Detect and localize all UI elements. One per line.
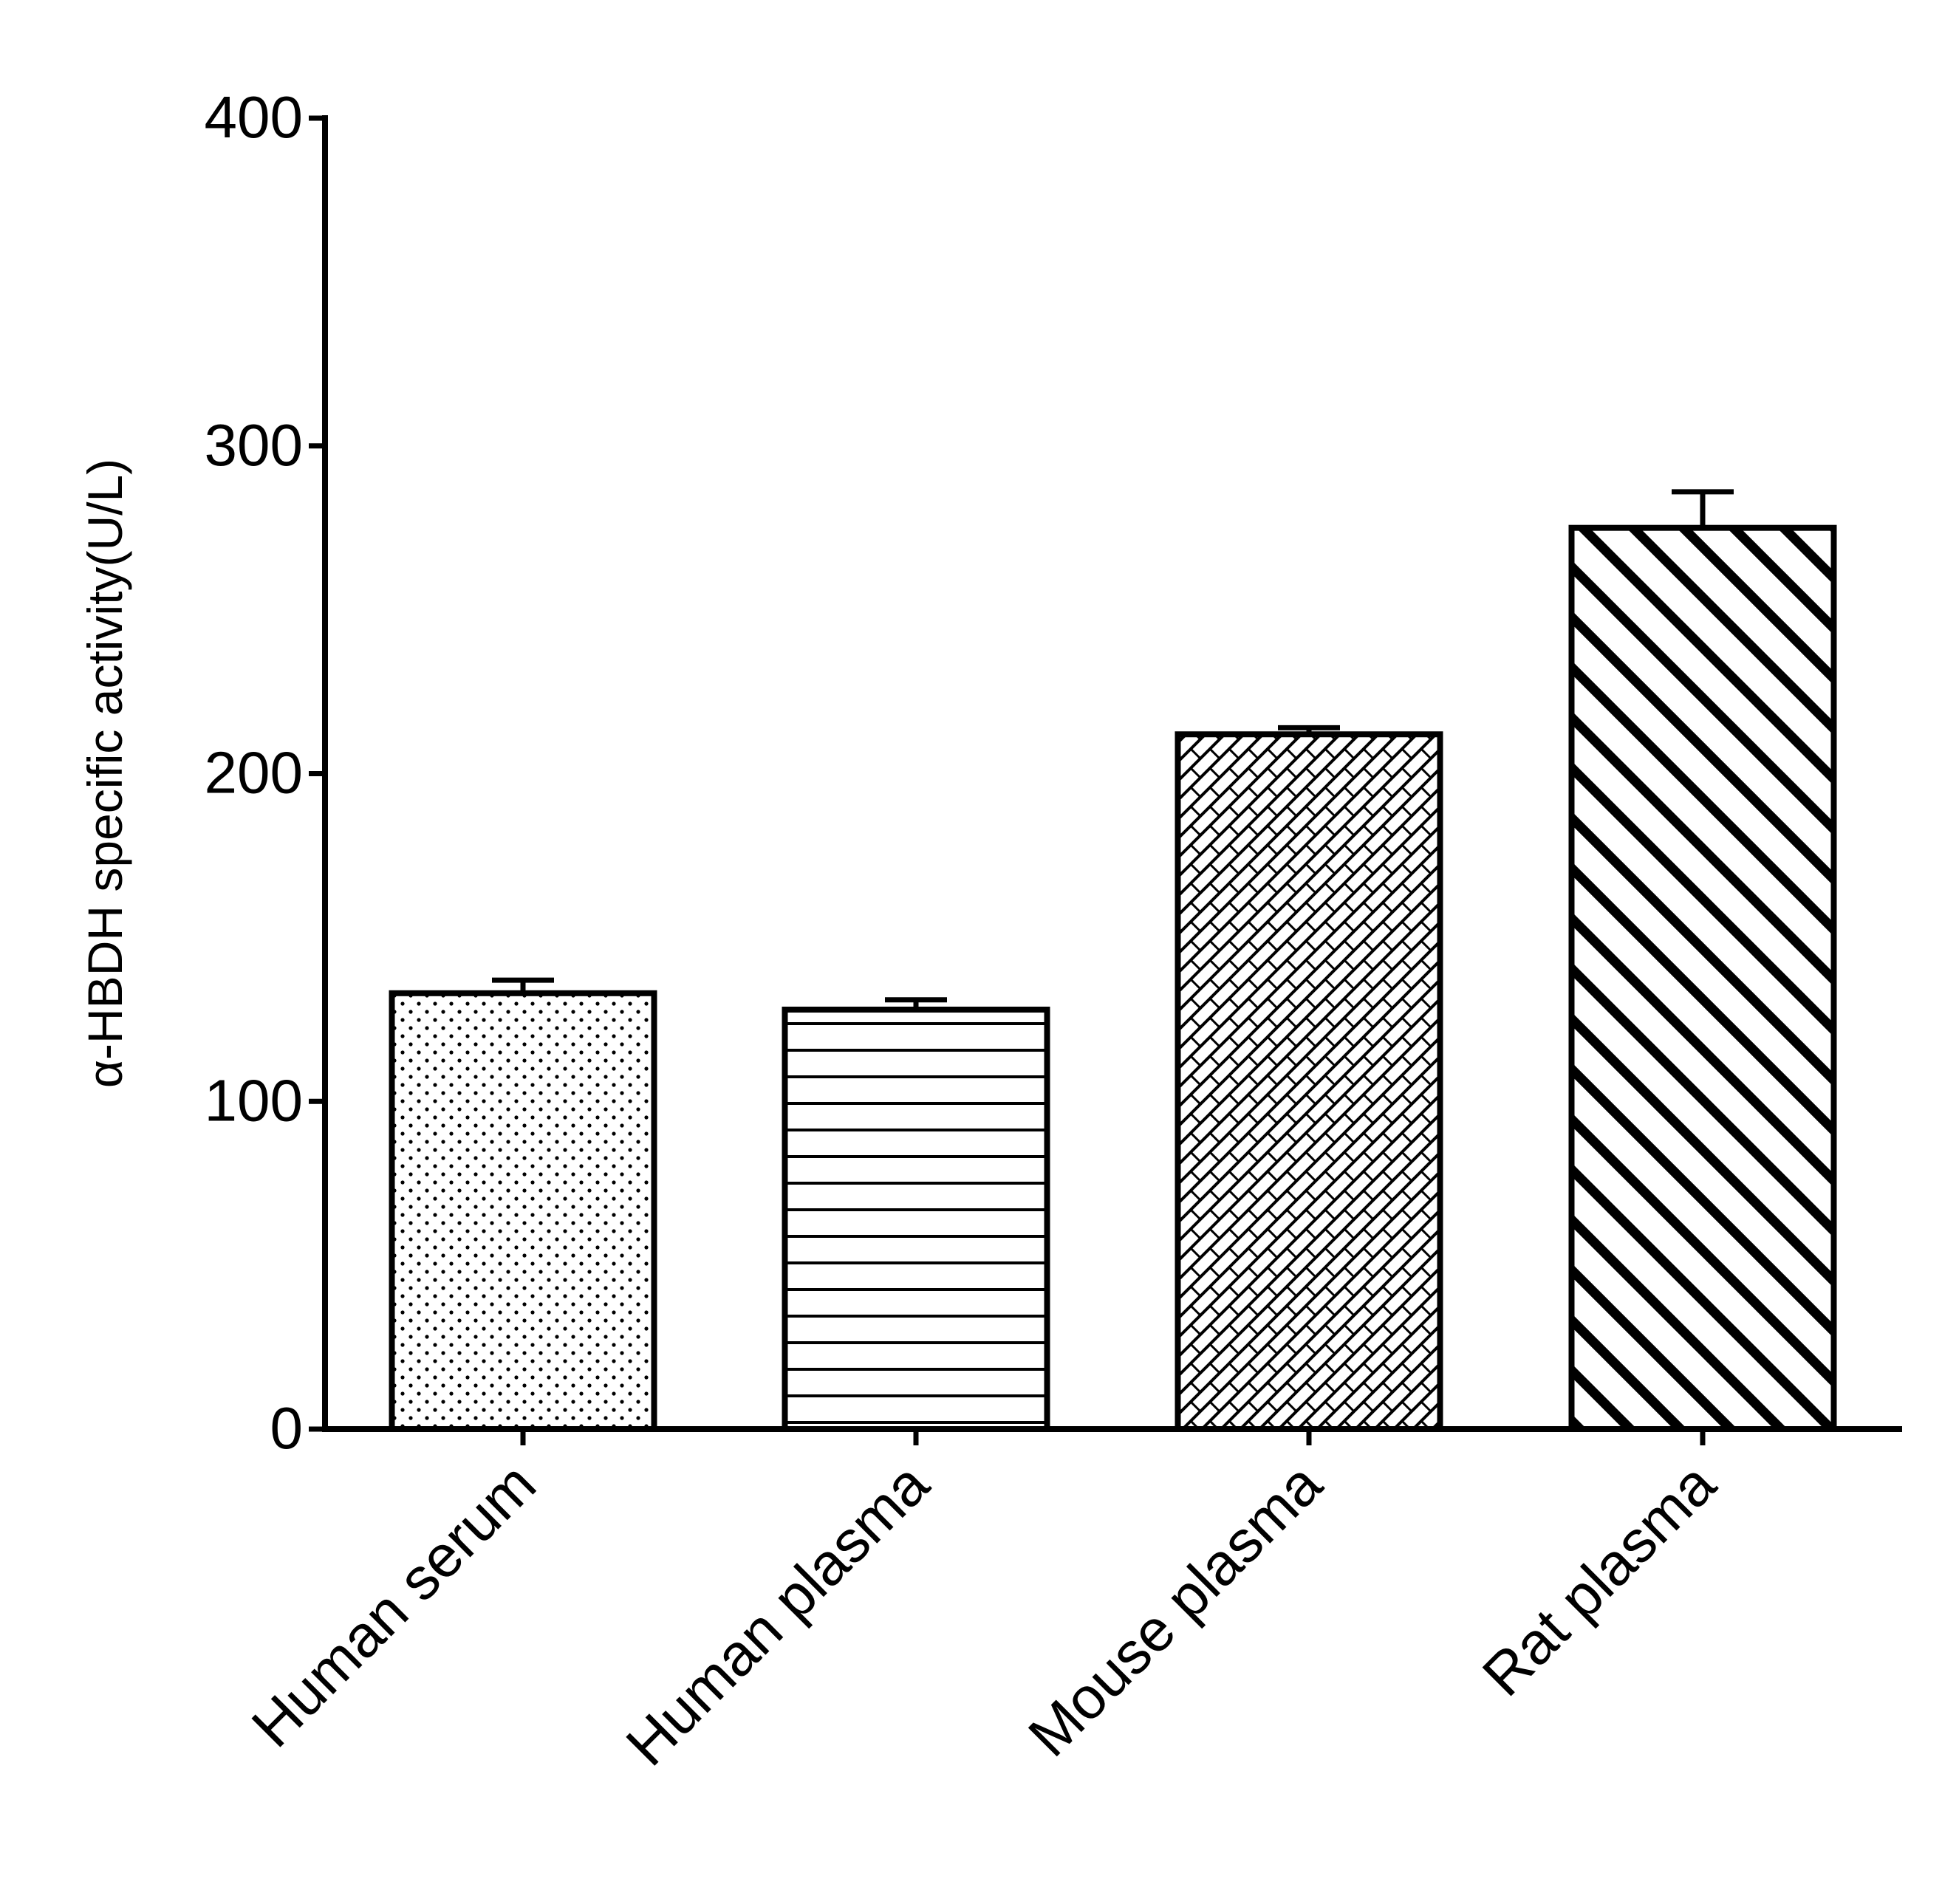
y-tick-label: 300 — [205, 412, 303, 478]
y-tick-label: 200 — [205, 740, 303, 806]
x-ticks-layer: Human serum Human plasma Mouse plasma Rat p… — [239, 1429, 1728, 1778]
x-tick-label: Human serum — [239, 1451, 548, 1759]
y-axis-label: α-HBDH specific activity(U/L) — [78, 459, 132, 1088]
x-tick-label: Rat plasma — [1470, 1451, 1728, 1708]
y-ticks-layer: 0 100 200 300 400 — [205, 84, 325, 1461]
x-tick-label: Human plasma — [614, 1451, 942, 1778]
bar-human-serum — [389, 990, 657, 1432]
y-tick-label: 400 — [205, 84, 303, 150]
y-tick-label: 0 — [270, 1395, 304, 1461]
bar-rat-plasma — [1568, 524, 1837, 1432]
bar-human-plasma — [782, 1007, 1050, 1432]
bar-mouse-plasma — [1175, 731, 1443, 1432]
bars-layer — [389, 524, 1837, 1432]
y-tick-label: 100 — [205, 1067, 303, 1133]
x-tick-label: Mouse plasma — [1016, 1451, 1334, 1769]
error-bars-layer — [492, 489, 1734, 1010]
